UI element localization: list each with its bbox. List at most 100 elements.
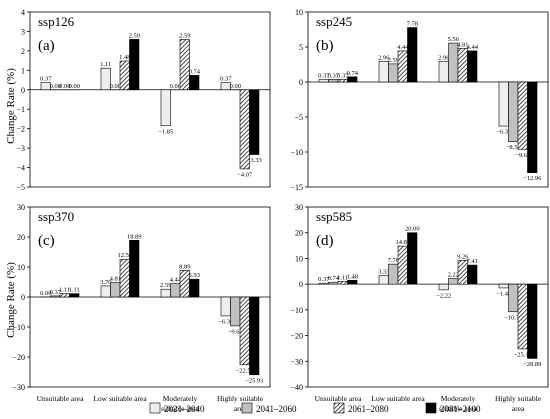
panel-title: ssp245	[316, 14, 352, 29]
bar	[517, 283, 528, 350]
data-label: 0.00	[230, 83, 241, 90]
bar	[388, 263, 399, 285]
panel-ssp245: −15 −10 −5 0 5 10 0.37 2.96 2.96 −6.30 0.37 2.59 5.5…	[290, 8, 549, 192]
data-label: 1.11	[337, 274, 348, 281]
data-label: −1.85	[158, 128, 173, 135]
category-label: Highly suitable	[495, 394, 542, 403]
legend: 2021–2040 2041–2060 2061–2080 2081–2100	[149, 402, 481, 414]
bar	[467, 264, 478, 285]
y-tick-label: 0	[21, 293, 25, 302]
y-tick-label: −30	[12, 383, 25, 392]
data-label: 18.89	[127, 233, 142, 240]
bar	[498, 283, 509, 289]
category-label: suitable area	[439, 404, 477, 413]
y-tick-label: −15	[290, 183, 303, 192]
bar	[498, 81, 509, 127]
data-label: −3.33	[247, 157, 262, 164]
plot-frame	[307, 11, 549, 188]
bar	[59, 293, 70, 298]
legend-label: 2061–2080	[348, 404, 389, 414]
y-tick-label: 10	[17, 263, 25, 272]
bar	[189, 278, 200, 298]
bar	[527, 283, 538, 359]
data-label: −10.74	[504, 314, 523, 321]
data-label: −22.59	[236, 367, 254, 374]
data-label: 1.11	[100, 61, 111, 68]
bar	[467, 50, 478, 83]
data-label: 0.00	[50, 83, 61, 90]
category-label: Low suitable area	[371, 394, 425, 403]
bar	[337, 79, 348, 83]
bar	[189, 75, 200, 91]
bar	[347, 76, 358, 83]
data-label: 1.48	[119, 54, 130, 61]
data-label: 2.96	[378, 54, 390, 61]
bar	[239, 296, 250, 366]
legend-label: 2081–2100	[440, 404, 481, 414]
category-label: Moderately	[441, 394, 476, 403]
bar	[378, 275, 389, 285]
y-tick-label: −20	[12, 353, 25, 362]
bar	[397, 50, 408, 83]
data-label: 0.74	[347, 70, 359, 77]
bar	[347, 280, 358, 285]
data-label: 0.37	[220, 76, 232, 83]
bar	[220, 82, 231, 91]
y-tick-label: 10	[295, 254, 303, 263]
data-label: −6.30	[218, 318, 233, 325]
bar	[40, 82, 51, 91]
y-tick-label: −40	[290, 383, 303, 392]
data-label: 5.56	[448, 36, 460, 43]
category-label: area	[512, 404, 525, 413]
bar	[110, 282, 121, 298]
y-tick-label: −5	[16, 183, 25, 192]
bar	[457, 48, 468, 83]
bar	[318, 282, 329, 285]
bar	[407, 27, 418, 83]
bar	[129, 240, 140, 298]
category-label: Unsuitable area	[315, 394, 363, 403]
data-label: 8.89	[179, 263, 190, 270]
data-label: −25.93	[245, 377, 263, 384]
legend-swatch	[149, 402, 161, 414]
bar	[328, 79, 339, 83]
bar	[160, 89, 171, 127]
data-label: 4.44	[397, 44, 409, 51]
data-label: 1.11	[59, 287, 70, 294]
data-label: 7.78	[407, 21, 418, 28]
y-tick-label: 0	[21, 86, 25, 95]
bar	[527, 81, 538, 174]
data-label: 9.26	[457, 253, 469, 260]
data-label: 7.78	[388, 257, 399, 264]
bar	[69, 293, 80, 298]
bar	[448, 278, 459, 285]
bar	[328, 281, 339, 285]
data-label: 0.74	[189, 68, 201, 75]
y-tick-label: −10	[12, 323, 25, 332]
data-label: −12.96	[523, 175, 542, 182]
data-label: 0.37	[318, 72, 330, 79]
y-tick-label: 5	[299, 43, 303, 52]
data-label: 1.11	[69, 287, 80, 294]
data-label: 2.59	[179, 32, 190, 39]
y-tick-label: 0	[299, 280, 303, 289]
y-tick-label: 20	[295, 229, 303, 238]
data-label: −28.89	[523, 361, 541, 368]
data-label: 1.48	[347, 273, 358, 280]
data-label: −4.07	[237, 171, 253, 178]
data-label: 4.81	[110, 276, 121, 283]
bar	[100, 67, 111, 91]
y-tick-label: 3	[21, 27, 25, 36]
category-label: suitable area	[161, 404, 199, 413]
data-label: 2.59	[160, 282, 171, 289]
y-tick-label: −1	[16, 105, 25, 114]
data-label: 0.37	[40, 76, 52, 83]
y-tick-label: −10	[290, 306, 303, 315]
bar	[438, 283, 449, 291]
category-label: Low suitable area	[93, 394, 147, 403]
legend-swatch	[241, 402, 253, 414]
data-label: −9.63	[515, 152, 530, 159]
bar	[517, 81, 528, 150]
data-label: 4.44	[170, 277, 182, 284]
bar	[119, 60, 130, 91]
